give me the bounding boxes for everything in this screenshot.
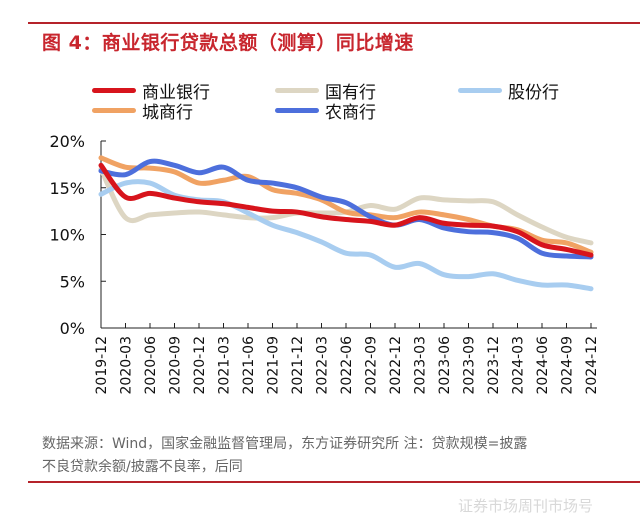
chart-title: 图 4：商业银行贷款总额（测算）同比增速 — [42, 32, 414, 54]
legend-item-state-owned: 国有行 — [275, 78, 376, 103]
legend-label: 国有行 — [325, 83, 376, 103]
y-tick-label: 20% — [49, 132, 85, 151]
y-tick-label: 0% — [60, 319, 85, 338]
y-tick-label: 15% — [49, 179, 85, 198]
x-tick-label: 2024-03 — [511, 336, 527, 395]
x-tick-label: 2021-09 — [266, 336, 282, 395]
legend-label: 城商行 — [142, 103, 193, 123]
x-tick-label: 2021-03 — [217, 336, 233, 395]
series-line-0 — [98, 162, 594, 258]
x-tick-label: 2020-06 — [143, 336, 159, 395]
watermark: 证券市场周刊市场号 — [458, 497, 594, 515]
x-tick-label: 2022-12 — [388, 336, 404, 395]
source-note-line2: 不良贷款余额/披露不良率，后同 — [42, 459, 243, 475]
x-tick-label: 2020-09 — [168, 336, 184, 395]
x-tick-label: 2023-06 — [437, 336, 453, 395]
legend-swatch — [275, 88, 319, 93]
y-tick-label: 10% — [49, 226, 85, 245]
x-tick-label: 2019-12 — [94, 336, 110, 395]
x-tick-label: 2023-12 — [486, 336, 502, 395]
x-tick-label: 2020-03 — [119, 336, 135, 395]
x-tick-label: 2021-06 — [241, 336, 257, 395]
x-tick-label: 2020-12 — [192, 336, 208, 395]
legend-item-city-commercial: 城商行 — [92, 98, 193, 123]
x-tick-label: 2022-03 — [315, 336, 331, 395]
x-tick-label: 2023-09 — [462, 336, 478, 395]
legend-item-joint-stock: 股份行 — [458, 78, 559, 103]
legend-item-commercial-banks: 商业银行 — [92, 78, 210, 103]
legend-label: 农商行 — [325, 103, 376, 123]
x-tick-label: 2023-03 — [413, 336, 429, 395]
series-line-4 — [98, 158, 594, 260]
y-tick-label: 5% — [60, 272, 85, 291]
legend-swatch — [458, 88, 502, 93]
x-tick-label: 2022-09 — [364, 336, 380, 395]
legend-swatch — [92, 88, 136, 93]
legend-label: 商业银行 — [142, 83, 210, 103]
x-tick-label: 2022-06 — [339, 336, 355, 395]
legend-swatch — [92, 108, 136, 113]
legend-swatch — [275, 108, 319, 113]
x-tick-label: 2024-09 — [560, 336, 576, 395]
x-tick-label: 2024-12 — [584, 336, 600, 395]
legend-item-rural-commercial: 农商行 — [275, 98, 376, 123]
legend-label: 股份行 — [508, 83, 559, 103]
x-tick-label: 2024-06 — [535, 336, 551, 395]
top-rule — [28, 22, 640, 24]
line-chart: 0% 5% 10% 15% 20% 2019-12 2020-03 2020-06 2020-0… — [49, 132, 600, 395]
bottom-rule — [28, 481, 640, 483]
source-note-line1: 数据来源：Wind，国家金融监督管理局，东方证券研究所 注：贷款规模=披露 — [42, 436, 528, 452]
x-tick-label: 2021-12 — [290, 336, 306, 395]
